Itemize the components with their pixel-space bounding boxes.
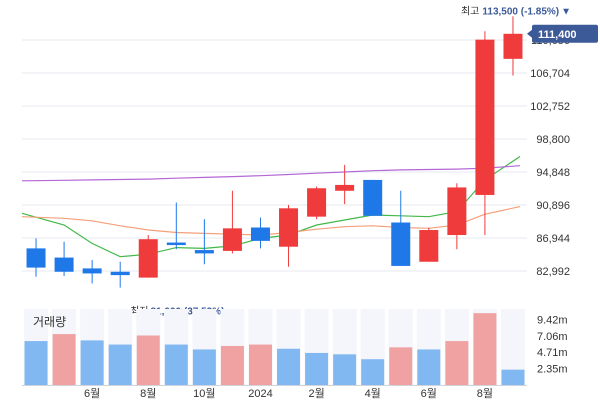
current-price-badge: [532, 24, 598, 43]
candle-body: [222, 228, 242, 251]
price-tick-label: 94,848: [536, 167, 570, 179]
candle-body: [503, 33, 523, 59]
volume-bar: [277, 348, 301, 385]
current-price-label: 111,400: [538, 29, 577, 41]
x-tick-label: 8월: [477, 387, 493, 400]
volume-bar: [417, 349, 441, 385]
candle: [166, 202, 186, 250]
volume-tick-label: 2.35m: [537, 364, 568, 376]
candle: [307, 186, 327, 220]
x-tick-label: 10월: [193, 387, 215, 400]
volume-bar: [80, 340, 104, 385]
candle: [363, 179, 383, 216]
candle-body: [475, 39, 495, 195]
candle: [138, 235, 158, 278]
x-tick-label: 6월: [421, 387, 437, 400]
price-tick-label: 102,752: [530, 101, 570, 113]
candle-body: [26, 248, 46, 268]
candle-body: [138, 239, 158, 278]
price-tick-label: 106,704: [530, 68, 570, 80]
price-tick-label: 86,944: [536, 233, 570, 245]
volume-bar: [333, 354, 357, 385]
candle-body: [250, 227, 270, 241]
candle-body: [194, 250, 214, 254]
ma-line-mid: [21, 206, 521, 236]
volume-bar: [248, 344, 272, 385]
price-tick-label: 82,992: [536, 266, 570, 278]
candle: [222, 190, 242, 254]
candle: [503, 16, 523, 76]
x-tick-label: 8월: [140, 387, 156, 400]
x-tick-label: 6월: [84, 387, 100, 400]
candle-body: [447, 187, 467, 236]
volume-bar: [24, 341, 48, 385]
volume-panel: 거래량 2.35m 4.71m 7.06m 9.42m 6월 8월 10월 2024 2월 4월 6월…: [22, 309, 568, 400]
volume-title: 거래량: [33, 315, 66, 329]
candle: [250, 217, 270, 249]
x-tick-label: 2024: [248, 388, 272, 400]
volume-tick-label: 4.71m: [537, 347, 568, 359]
candle: [391, 190, 411, 266]
ma-line-short: [21, 156, 521, 258]
x-tick-label: 4월: [365, 387, 381, 400]
candle: [475, 31, 495, 236]
volume-bar: [52, 334, 76, 385]
high-annotation: 최고 113,500 (-1.85%) ▼: [461, 5, 571, 17]
volume-bar: [164, 344, 188, 385]
candle-body: [335, 184, 355, 191]
ma-line-long: [21, 165, 521, 182]
candle: [335, 164, 355, 205]
candle-body: [307, 188, 327, 217]
high-annotation-prefix: 최고: [461, 5, 479, 17]
candle-body: [419, 230, 439, 262]
candle-body: [54, 257, 74, 272]
x-tick-label: 2월: [308, 387, 324, 400]
volume-bar: [136, 335, 160, 385]
candle-body: [166, 242, 186, 246]
candle: [194, 219, 214, 265]
candle-body: [110, 271, 130, 276]
volume-bar: [501, 369, 525, 385]
candle: [82, 260, 102, 284]
candle-body: [391, 222, 411, 266]
volume-bar: [220, 345, 244, 385]
current-price-pointer: [527, 29, 532, 38]
volume-bar: [192, 349, 216, 385]
candle-body: [82, 268, 102, 274]
price-tick-label: 98,800: [536, 134, 570, 146]
candle-body: [279, 208, 299, 247]
candle: [26, 238, 46, 277]
volume-bar: [389, 347, 413, 385]
price-panel: 82,992 86,944 90,896 94,848 98,800 102,752 106…: [21, 5, 598, 318]
volume-bar: [305, 352, 329, 385]
candle: [447, 183, 467, 250]
volume-tick-label: 9.42m: [537, 314, 568, 326]
price-tick-label: 90,896: [536, 200, 570, 212]
candle: [110, 261, 130, 288]
volume-tick-label: 7.06m: [537, 331, 568, 343]
high-annotation-arrow: ▼: [561, 6, 571, 17]
volume-bar: [361, 359, 385, 385]
volume-bar: [473, 313, 497, 385]
candle-body: [363, 179, 383, 216]
candle: [279, 204, 299, 267]
volume-bar: [445, 341, 469, 385]
candle: [54, 241, 74, 276]
candle: [419, 227, 439, 262]
volume-bar: [108, 344, 132, 385]
high-annotation-value: 113,500 (-1.85%): [482, 6, 559, 17]
